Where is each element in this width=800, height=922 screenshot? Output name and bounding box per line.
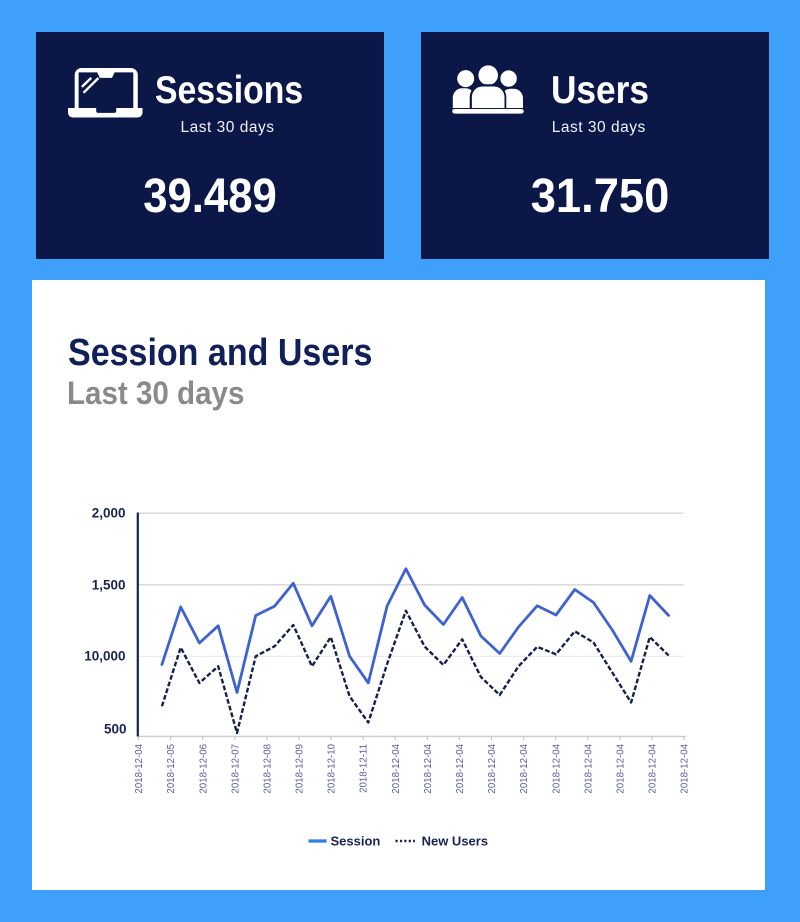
svg-text:2018-12-04: 2018-12-04 [134,743,145,793]
svg-text:2018-12-04: 2018-12-04 [423,743,434,793]
svg-text:2018-12-05: 2018-12-05 [166,744,177,794]
svg-text:2018-12-04: 2018-12-04 [519,743,530,793]
svg-text:2018-12-04: 2018-12-04 [551,743,562,793]
svg-text:2018-12-04: 2018-12-04 [648,743,659,793]
svg-text:2018-12-10: 2018-12-10 [327,743,338,793]
svg-text:500: 500 [104,722,127,737]
svg-text:2018-12-04: 2018-12-04 [487,743,498,793]
svg-text:2018-12-06: 2018-12-06 [198,744,209,794]
svg-text:2018-12-08: 2018-12-08 [262,744,273,794]
svg-text:2018-12-07: 2018-12-07 [230,744,241,794]
svg-text:2018-12-04: 2018-12-04 [680,743,691,793]
svg-text:2018-12-11: 2018-12-11 [359,744,370,793]
svg-text:2018-12-04: 2018-12-04 [455,743,466,793]
svg-text:Session: Session [331,834,381,849]
svg-text:2018-12-04: 2018-12-04 [391,743,402,793]
svg-text:New Users: New Users [422,834,488,849]
svg-text:10,000: 10,000 [84,649,125,664]
svg-text:2018-12-09: 2018-12-09 [295,744,306,794]
svg-text:2018-12-04: 2018-12-04 [583,743,594,793]
svg-text:2,000: 2,000 [92,506,126,521]
svg-text:2018-12-04: 2018-12-04 [615,743,626,793]
svg-text:1,500: 1,500 [92,577,126,592]
